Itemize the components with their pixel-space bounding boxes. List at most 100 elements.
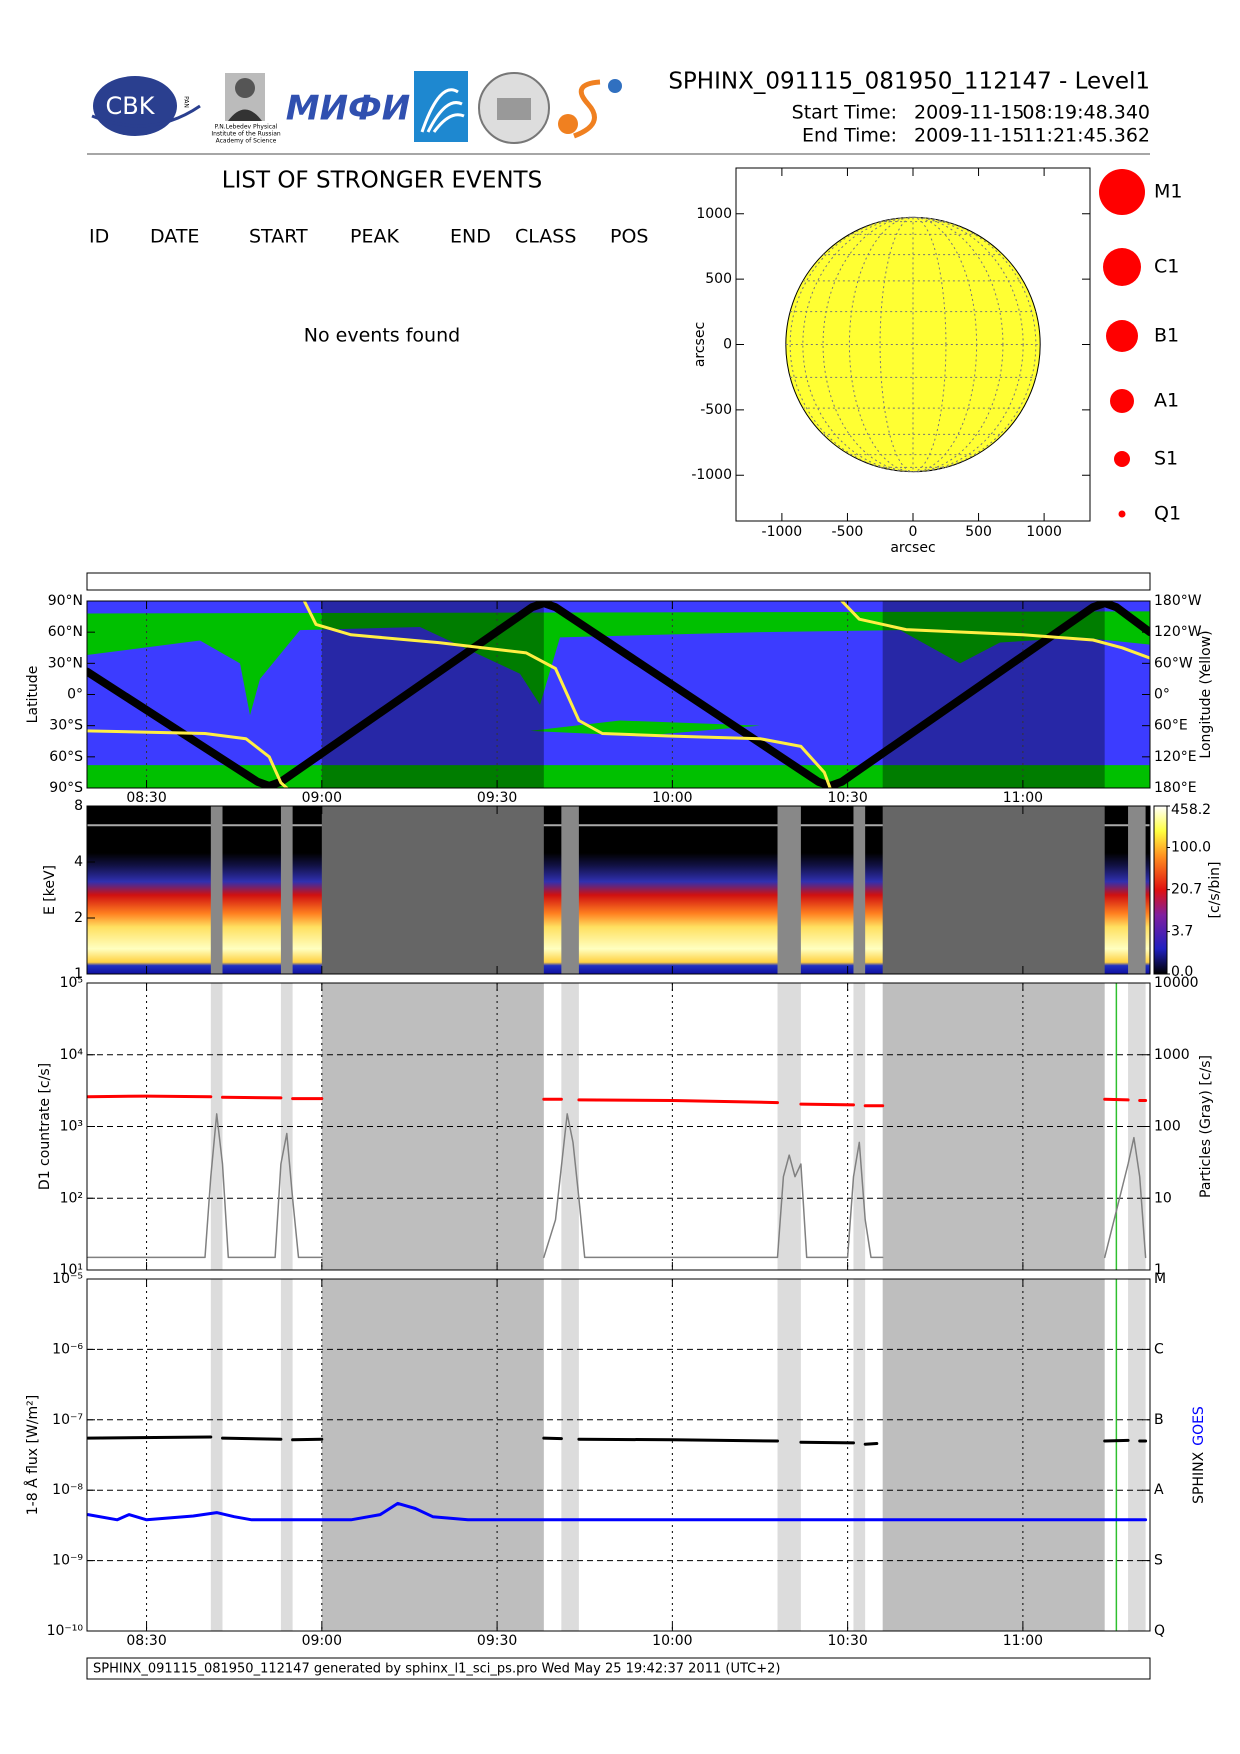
colorbar — [1153, 805, 1168, 975]
x-tick-label: 10:30 — [827, 1633, 867, 1649]
y-tick-label: 10⁻⁸ — [52, 1482, 83, 1498]
sun-logo — [558, 114, 578, 134]
column-header: DATE — [150, 226, 199, 248]
particle-band — [280, 1279, 293, 1631]
particle-band — [280, 806, 293, 974]
globe-logo — [608, 79, 622, 93]
y2-tick-label: 0° — [1154, 687, 1170, 703]
y2-tick-label: 10 — [1154, 1190, 1172, 1206]
legend-label: M1 — [1154, 181, 1182, 203]
particle-band — [280, 983, 293, 1270]
legend-marker — [1099, 169, 1145, 215]
x-tick-label: -500 — [832, 524, 864, 540]
data-line — [86, 1501, 1148, 1522]
legend-label: Q1 — [1154, 503, 1181, 525]
y-tick-label: 90°S — [49, 780, 83, 796]
legend-entry: GOES — [1191, 1406, 1207, 1446]
column-header: END — [450, 226, 491, 248]
seal-building — [497, 98, 531, 120]
y-tick-label: -1000 — [691, 467, 732, 483]
end-time: 11:21:45.362 — [1022, 125, 1150, 147]
x-tick-label: 09:00 — [302, 1633, 342, 1649]
cbk-swoosh — [91, 104, 201, 128]
y-tick-label: 10¹ — [60, 1262, 83, 1278]
x-tick-label: 1000 — [1026, 524, 1062, 540]
plot-frame — [86, 805, 1151, 975]
portrait-body — [228, 109, 262, 121]
axis-label: Latitude — [25, 666, 41, 724]
legend-label: B1 — [1154, 325, 1179, 347]
portrait-head — [235, 78, 255, 98]
y-tick-label: 10⁵ — [60, 975, 83, 991]
column-header: PEAK — [350, 226, 399, 248]
y-tick-label: 1 — [74, 966, 83, 982]
x-tick-label: 09:00 — [302, 790, 342, 806]
particle-band — [210, 1279, 223, 1631]
axis-label: arcsec — [692, 322, 708, 367]
column-header: CLASS — [515, 226, 576, 248]
y-tick-label: 30°N — [48, 655, 83, 671]
data-gap — [882, 1279, 1105, 1631]
x-tick-label: 11:00 — [1003, 1633, 1043, 1649]
particle-band — [561, 1279, 579, 1631]
y-tick-label: 0 — [723, 337, 732, 353]
y2-tick-label: Q — [1154, 1623, 1165, 1639]
colorbar-label: 3.7 — [1171, 924, 1193, 940]
legend-marker — [1106, 320, 1138, 352]
legend-entry: SPHINX — [1191, 1451, 1207, 1503]
particle-band — [561, 806, 579, 974]
lebedev-line: Academy of Science — [216, 138, 277, 145]
y-tick-label: 1000 — [696, 206, 732, 222]
y-tick-label: 10⁴ — [60, 1047, 84, 1063]
data-line — [87, 601, 1150, 788]
x-tick-label: -1000 — [762, 524, 803, 540]
plot-frame — [86, 1278, 1151, 1632]
cbk-logo — [93, 76, 177, 136]
blue-logo-arcs — [420, 88, 465, 133]
report-title: SPHINX_091115_081950_112147 - Level1 — [668, 69, 1150, 95]
y2-tick-label: 1 — [1154, 1262, 1163, 1278]
particle-band — [853, 806, 866, 974]
legend-label: C1 — [1154, 256, 1179, 278]
start-date: 2009-11-15 — [914, 102, 1024, 124]
data-line — [86, 1435, 1148, 1446]
x-tick-label: 10:00 — [652, 1633, 692, 1649]
end-date: 2009-11-15 — [914, 125, 1024, 147]
column-header: POS — [610, 226, 648, 248]
events-title: LIST OF STRONGER EVENTS — [222, 168, 542, 194]
start-time: 08:19:48.340 — [1022, 102, 1150, 124]
x-tick-label: 0 — [909, 524, 918, 540]
data-line — [86, 1094, 1148, 1108]
data-line — [87, 1113, 1147, 1259]
y-tick-label: -500 — [700, 402, 732, 418]
s-logo — [573, 79, 601, 139]
x-tick-label: 09:30 — [477, 1633, 517, 1649]
end-label: End Time: — [802, 125, 897, 147]
x-tick-label: 08:30 — [126, 790, 166, 806]
y-tick-label: 10² — [60, 1190, 83, 1206]
footer-box — [86, 1657, 1151, 1680]
x-tick-label: 10:00 — [652, 790, 692, 806]
particle-band — [1128, 806, 1146, 974]
x-tick-label: 11:00 — [1003, 790, 1043, 806]
x-tick-label: 09:30 — [477, 790, 517, 806]
x-tick-label: 08:30 — [126, 1633, 166, 1649]
y2-tick-label: S — [1154, 1553, 1163, 1569]
y-tick-label: 10³ — [60, 1119, 83, 1135]
y-tick-label: 10⁻⁵ — [52, 1271, 83, 1287]
logos: CBK PAN P.N.Lebedev Physical Institute o… — [91, 71, 622, 145]
status-box — [86, 572, 1151, 591]
colorbar-label: 0.0 — [1171, 964, 1193, 980]
data-gap — [321, 1279, 544, 1631]
colorbar-label: 20.7 — [1171, 882, 1202, 898]
column-header: START — [249, 226, 308, 248]
events-message: No events found — [304, 325, 460, 347]
particle-band — [853, 1279, 866, 1631]
particle-band — [777, 1279, 801, 1631]
legend-marker — [1103, 248, 1141, 286]
y2-tick-label: 120°E — [1154, 749, 1197, 765]
y-tick-label: 2 — [74, 910, 83, 926]
y-tick-label: 10⁻¹⁰ — [47, 1623, 84, 1639]
y2-tick-label: B — [1154, 1412, 1164, 1428]
